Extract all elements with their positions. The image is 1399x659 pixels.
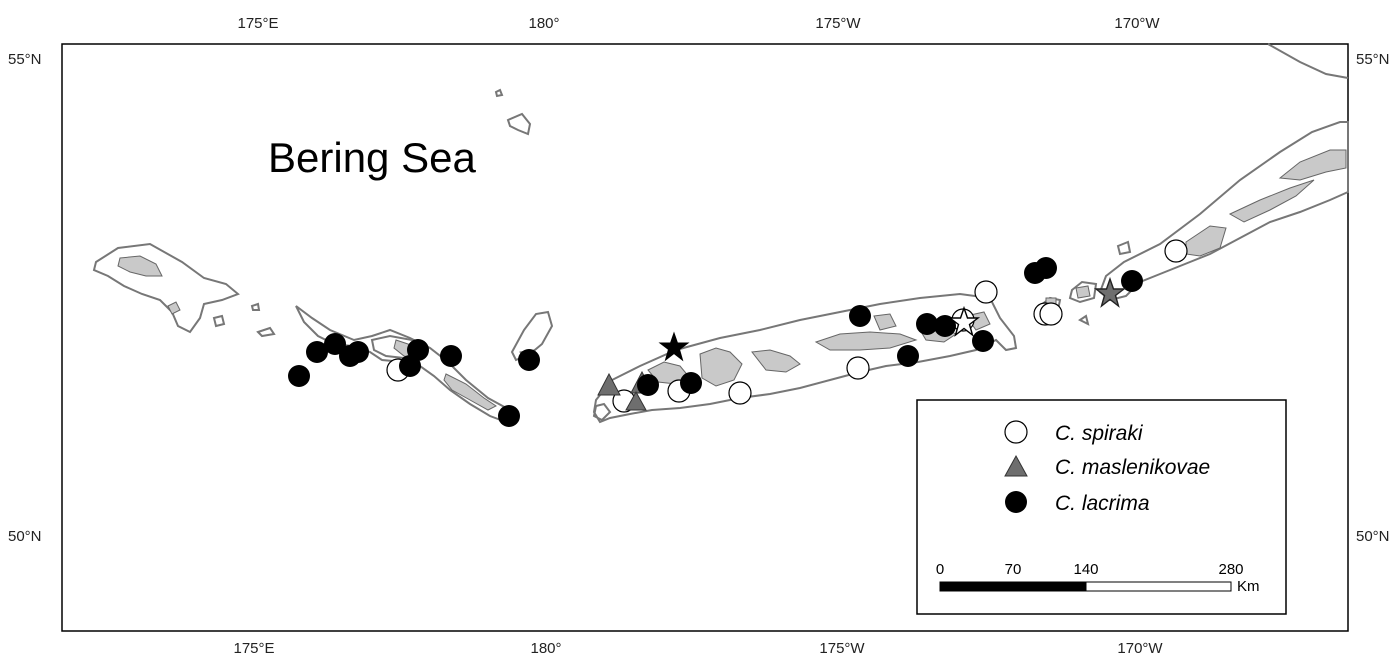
lacrima-site	[934, 315, 956, 337]
scale-unit: Km	[1237, 578, 1260, 595]
white-star-marker	[947, 305, 981, 337]
lacrima-site	[637, 374, 659, 396]
black-star-marker	[658, 331, 690, 362]
lacrima-site	[407, 339, 429, 361]
lacrima-sites	[288, 257, 1143, 427]
spiraki-site	[1164, 239, 1188, 263]
spiraki-site	[728, 381, 752, 405]
lon-label-top-180: 180°	[528, 15, 559, 32]
lacrima-site	[347, 341, 369, 363]
spiraki-site	[1039, 302, 1063, 326]
lat-label-left-55n: 55°N	[8, 51, 42, 68]
lon-label-top-170w: 170°W	[1114, 15, 1160, 32]
lacrima-site	[288, 365, 310, 387]
maslenikovae-site	[625, 390, 647, 411]
lacrima-site	[324, 333, 346, 355]
lon-label-bottom-175w: 175°W	[819, 640, 865, 657]
lacrima-site	[849, 305, 871, 327]
scale-tick-140: 140	[1073, 561, 1098, 578]
lon-label-top-175w: 175°W	[815, 15, 861, 32]
lacrima-site	[440, 345, 462, 367]
legend-spiraki-symbol	[1004, 420, 1028, 444]
lon-label-bottom-175e: 175°E	[233, 640, 274, 657]
legend-maslenikovae-symbol	[1004, 454, 1028, 477]
lacrima-site	[916, 313, 938, 335]
lacrima-site	[897, 345, 919, 367]
legend: C. spiraki C. maslenikovae C. lacrima 0 …	[916, 399, 1287, 615]
legend-lacrima-symbol	[1005, 491, 1027, 513]
lat-label-right-55n: 55°N	[1356, 51, 1390, 68]
scale-tick-70: 70	[1005, 561, 1022, 578]
legend-lacrima-label: C. lacrima	[1055, 492, 1150, 515]
star-markers	[658, 276, 1127, 362]
scale-bar-empty	[1085, 581, 1232, 592]
spiraki-site	[846, 356, 870, 380]
lacrima-site	[1035, 257, 1057, 279]
scale-bar-filled	[939, 581, 1087, 592]
lacrima-site	[498, 405, 520, 427]
lacrima-site	[518, 349, 540, 371]
lon-label-top-175e: 175°E	[237, 15, 278, 32]
legend-spiraki-label: C. spiraki	[1055, 422, 1144, 445]
scale-tick-280: 280	[1218, 561, 1243, 578]
lat-label-left-50n: 50°N	[8, 528, 42, 545]
lacrima-site	[1121, 270, 1143, 292]
grey-star-marker	[1093, 276, 1127, 308]
lat-label-right-50n: 50°N	[1356, 528, 1390, 545]
sea-label: Bering Sea	[268, 134, 476, 181]
lon-label-bottom-170w: 170°W	[1117, 640, 1163, 657]
lacrima-site	[680, 372, 702, 394]
scale-tick-0: 0	[936, 561, 944, 578]
legend-maslenikovae-label: C. maslenikovae	[1055, 456, 1210, 479]
lon-label-bottom-180: 180°	[530, 640, 561, 657]
maslenikovae-site	[597, 372, 621, 396]
spiraki-site	[974, 280, 998, 304]
lacrima-site	[972, 330, 994, 352]
lacrima-site	[306, 341, 328, 363]
legend-box	[916, 399, 1287, 615]
